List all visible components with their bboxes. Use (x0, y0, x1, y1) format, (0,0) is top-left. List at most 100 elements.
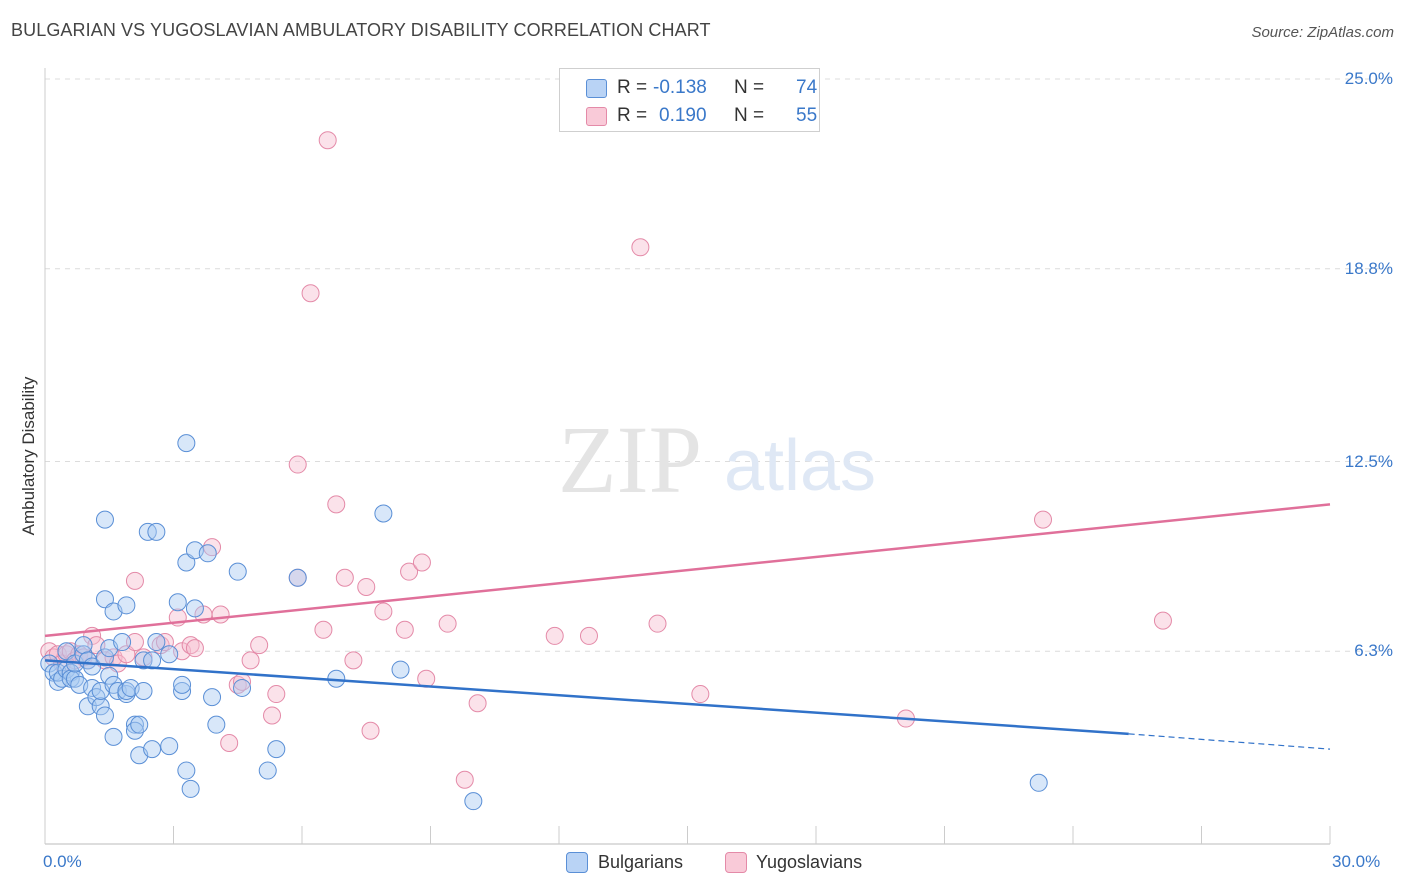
trend-line-bulgarians-extension (1128, 733, 1331, 750)
trend-line-bulgarians (44, 659, 1129, 736)
point-yugoslavians-28 (220, 734, 239, 753)
point-yugoslavians-32 (250, 636, 269, 655)
point-bulgarians-34 (117, 596, 136, 615)
point-bulgarians-46 (147, 522, 166, 541)
point-yugoslavians-33 (263, 706, 282, 725)
watermark: ZIP atlas (558, 406, 876, 513)
point-bulgarians-68 (391, 660, 410, 679)
point-bulgarians-19 (91, 697, 110, 716)
bottom-legend-label-bulgarians: Bulgarians (598, 852, 684, 872)
point-yugoslavians-50 (438, 614, 457, 633)
point-yugoslavians-44 (361, 721, 380, 740)
bottom-legend-swatch-bulgarians (566, 852, 588, 873)
point-yugoslavians-45 (374, 602, 393, 621)
point-yugoslavians-58 (691, 685, 710, 704)
legend-n-label: N = (734, 77, 765, 98)
point-bulgarians-54 (177, 434, 196, 453)
legend-n-value: 74 (796, 77, 818, 98)
point-yugoslavians-39 (318, 131, 337, 150)
point-yugoslavians-41 (335, 568, 354, 587)
x-tick-min: 0.0% (43, 852, 82, 871)
point-yugoslavians-16 (125, 633, 144, 652)
correlation-legend: R = -0.138 N = 74 R = 0.190 N = 55 (559, 68, 820, 132)
point-bulgarians-61 (228, 562, 247, 581)
point-yugoslavians-24 (185, 639, 204, 658)
legend-swatch-yugoslavians (586, 107, 607, 126)
point-yugoslavians-48 (412, 553, 431, 572)
watermark-zip: ZIP (558, 406, 702, 513)
bottom-legend-label-yugoslavians: Yugoslavians (756, 852, 863, 872)
point-yugoslavians-42 (344, 651, 363, 670)
point-yugoslavians-46 (400, 562, 419, 581)
point-bulgarians-36 (125, 715, 144, 734)
point-bulgarians-69 (464, 792, 483, 811)
point-bulgarians-49 (168, 593, 187, 612)
point-bulgarians-13 (74, 636, 93, 655)
y-tick-label-3: 25.0% (1344, 69, 1393, 88)
point-bulgarians-58 (198, 544, 217, 563)
legend-r-label: R = (617, 77, 648, 98)
point-bulgarians-51 (173, 675, 192, 694)
point-yugoslavians-53 (545, 626, 564, 645)
point-yugoslavians-57 (648, 614, 667, 633)
point-yugoslavians-34 (267, 685, 286, 704)
trend-lines (44, 503, 1331, 750)
point-bulgarians-70 (1029, 773, 1048, 792)
point-bulgarians-55 (181, 779, 200, 798)
point-bulgarians-44 (143, 740, 162, 759)
point-yugoslavians-60 (1034, 510, 1053, 529)
point-bulgarians-21 (95, 706, 114, 725)
point-bulgarians-26 (95, 590, 114, 609)
point-bulgarians-39 (130, 715, 149, 734)
point-bulgarians-50 (173, 682, 192, 700)
legend-r-value: -0.138 (653, 77, 707, 98)
legend-r-label: R = (617, 105, 648, 126)
legend-swatch-bulgarians (586, 79, 607, 98)
point-bulgarians-48 (160, 737, 179, 756)
point-yugoslavians-47 (395, 620, 414, 639)
point-bulgarians-6 (57, 642, 76, 661)
point-bulgarians-29 (113, 633, 132, 652)
point-bulgarians-56 (185, 599, 204, 618)
trend-line-yugoslavians (44, 503, 1331, 638)
point-yugoslavians-17 (125, 571, 144, 590)
bottom-legend-swatch-yugoslavians (725, 852, 747, 873)
point-bulgarians-45 (147, 633, 166, 652)
point-yugoslavians-31 (241, 651, 260, 670)
point-bulgarians-59 (203, 688, 222, 707)
legend-n-label: N = (734, 105, 765, 126)
x-tick-max: 30.0% (1332, 852, 1381, 871)
point-bulgarians-52 (177, 761, 196, 780)
chart-title: BULGARIAN VS YUGOSLAVIAN AMBULATORY DISA… (11, 20, 711, 40)
point-bulgarians-35 (104, 727, 123, 746)
point-yugoslavians-52 (468, 694, 487, 713)
point-bulgarians-25 (95, 510, 114, 529)
point-yugoslavians-51 (455, 770, 474, 789)
point-bulgarians-47 (160, 645, 179, 664)
series-bulgarians-points (40, 434, 1048, 811)
point-bulgarians-65 (288, 568, 307, 587)
point-bulgarians-22 (95, 648, 114, 667)
point-yugoslavians-43 (357, 577, 376, 596)
point-yugoslavians-37 (301, 284, 320, 303)
y-tick-label-0: 6.3% (1354, 641, 1393, 661)
legend-r-value: 0.190 (659, 105, 707, 126)
legend-n-value: 55 (796, 105, 818, 126)
point-yugoslavians-40 (327, 495, 346, 514)
point-yugoslavians-15 (117, 645, 136, 664)
y-tick-label-2: 18.8% (1344, 258, 1393, 278)
point-yugoslavians-54 (579, 626, 598, 645)
point-yugoslavians-36 (288, 455, 307, 474)
point-yugoslavians-61 (1153, 611, 1172, 630)
point-bulgarians-42 (134, 682, 153, 700)
y-tick-label-1: 12.5% (1344, 451, 1393, 471)
point-yugoslavians-38 (314, 620, 333, 639)
point-yugoslavians-27 (211, 605, 230, 624)
point-bulgarians-60 (207, 715, 226, 734)
point-bulgarians-67 (374, 504, 393, 523)
point-bulgarians-64 (267, 740, 286, 759)
point-yugoslavians-56 (631, 238, 650, 257)
axes (44, 68, 1331, 845)
gridlines (45, 78, 1392, 652)
